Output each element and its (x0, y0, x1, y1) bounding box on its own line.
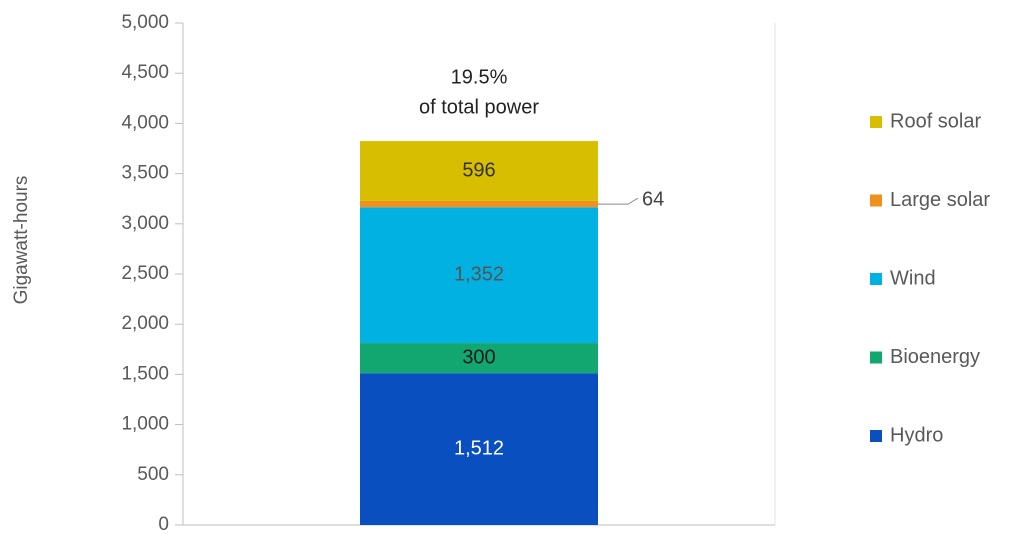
y-tick-label: 3,500 (121, 163, 169, 184)
y-tick-label: 2,500 (121, 263, 169, 284)
data-label: 64 (642, 188, 664, 210)
legend-swatch (870, 273, 882, 285)
bar-segment (360, 141, 598, 201)
annotation: of total power (419, 96, 539, 118)
y-tick-label: 4,500 (121, 62, 169, 83)
data-label: 300 (462, 346, 495, 368)
y-tick-label: 3,000 (121, 213, 169, 234)
y-axis-label: Gigawatt-hours (11, 176, 32, 305)
bar-segment (360, 343, 598, 374)
y-tick-label: 0 (158, 514, 169, 535)
y-tick-label: 500 (137, 464, 169, 485)
bar-segment (360, 373, 598, 525)
legend-label: Hydro (890, 424, 943, 446)
y-tick-label: 2,000 (121, 313, 169, 334)
data-label: 596 (462, 159, 495, 181)
bar-segment (360, 207, 598, 344)
legend-swatch (870, 430, 882, 442)
legend-swatch (870, 194, 882, 207)
y-tick-label: 1,500 (121, 363, 169, 384)
legend-label: Bioenergy (890, 346, 980, 368)
y-tick-label: 5,000 (121, 12, 169, 33)
y-tick-label: 1,000 (121, 414, 169, 435)
data-label: 1,352 (454, 263, 504, 285)
legend-swatch (870, 116, 882, 128)
legend-label: Roof solar (890, 110, 981, 132)
y-tick-label: 4,000 (121, 112, 169, 133)
legend-label: Wind (890, 267, 936, 289)
annotation: 19.5% (451, 66, 508, 88)
annotation-box (379, 58, 579, 126)
legend-swatch (870, 351, 882, 364)
bar-segment (360, 200, 598, 208)
leader-line (598, 197, 639, 205)
data-label: 1,512 (454, 437, 504, 459)
legend-label: Large solar (890, 189, 990, 211)
